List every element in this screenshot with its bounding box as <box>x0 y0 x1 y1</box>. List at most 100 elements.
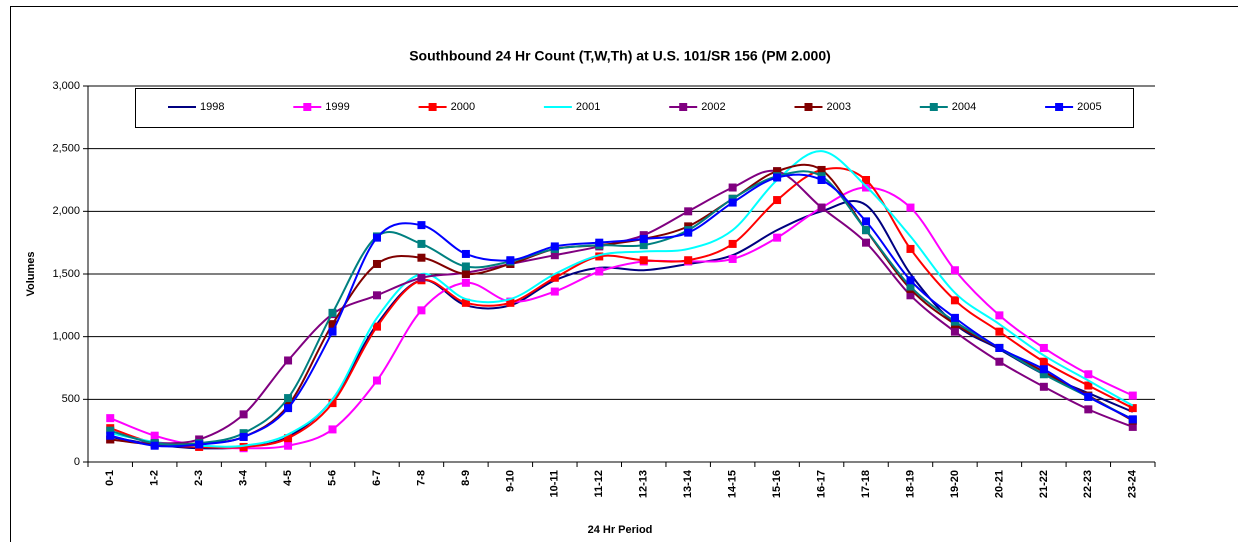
marker <box>862 226 871 235</box>
y-tick-label: 0 <box>74 456 80 468</box>
x-tick-label: 7-8 <box>415 470 427 486</box>
marker <box>550 251 559 260</box>
legend-label: 1999 <box>325 101 349 113</box>
x-tick-label: 10-11 <box>549 470 561 498</box>
chart-title: Southbound 24 Hr Count (T,W,Th) at U.S. … <box>409 48 831 64</box>
marker <box>817 203 826 212</box>
marker <box>595 238 604 247</box>
marker <box>1039 370 1048 379</box>
x-tick-label: 14-15 <box>727 470 739 498</box>
legend-marker <box>303 103 312 111</box>
marker <box>728 183 737 192</box>
legend-label: 2003 <box>827 101 851 113</box>
legend-label: 1998 <box>200 101 224 113</box>
marker <box>1039 382 1048 391</box>
marker <box>550 287 559 296</box>
marker <box>1084 405 1093 414</box>
marker <box>372 376 381 385</box>
marker <box>328 425 337 434</box>
legend-marker <box>428 103 437 111</box>
marker <box>284 434 293 443</box>
legend-label: 2004 <box>952 101 976 113</box>
marker <box>773 233 782 242</box>
series-line <box>110 150 1134 448</box>
x-tick-label: 2-3 <box>193 470 205 486</box>
marker <box>372 322 381 331</box>
marker <box>417 253 426 262</box>
x-tick-label: 5-6 <box>326 470 338 486</box>
legend-marker <box>679 103 688 111</box>
x-tick-label: 20-21 <box>993 470 1005 498</box>
y-tick-label: 1,000 <box>52 331 80 343</box>
x-tick-label: 23-24 <box>1127 469 1139 498</box>
marker <box>862 238 871 247</box>
x-tick-label: 0-1 <box>104 470 116 486</box>
marker <box>284 356 293 365</box>
x-tick-label: 18-19 <box>904 470 916 498</box>
marker <box>817 165 826 174</box>
marker <box>328 327 337 336</box>
marker <box>328 320 337 329</box>
marker <box>595 267 604 276</box>
x-tick-label: 6-7 <box>371 470 383 486</box>
legend-label: 2005 <box>1077 101 1101 113</box>
marker <box>239 442 248 451</box>
marker <box>106 426 115 435</box>
marker <box>106 414 115 423</box>
marker <box>995 343 1004 352</box>
marker <box>728 239 737 248</box>
marker <box>906 244 915 253</box>
marker <box>461 262 470 271</box>
marker <box>595 252 604 261</box>
marker <box>461 270 470 278</box>
marker <box>372 233 381 242</box>
marker <box>950 313 959 322</box>
marker <box>506 298 515 307</box>
marker <box>372 291 381 300</box>
marker <box>461 249 470 258</box>
marker <box>862 217 871 226</box>
legend: 1998 1999 2000 2001 2002 2003 2004 2005 <box>135 88 1134 128</box>
marker <box>995 327 1004 336</box>
legend-marker <box>929 103 938 111</box>
marker <box>906 276 915 285</box>
marker <box>1039 357 1048 366</box>
marker <box>150 431 159 440</box>
marker <box>639 234 648 243</box>
marker <box>862 176 871 184</box>
marker <box>1128 404 1137 413</box>
x-tick-label: 17-18 <box>860 470 872 498</box>
marker <box>728 198 737 207</box>
x-tick-label: 19-20 <box>949 470 961 498</box>
marker <box>417 273 426 282</box>
marker <box>239 410 248 419</box>
y-tick-label: 2,000 <box>52 205 80 217</box>
marker <box>284 394 293 403</box>
marker <box>550 242 559 251</box>
x-tick-label: 12-13 <box>638 470 650 498</box>
legend-marker <box>804 103 813 111</box>
x-tick-label: 4-5 <box>282 470 294 486</box>
marker <box>684 256 693 265</box>
x-tick-label: 9-10 <box>504 470 516 492</box>
marker <box>639 241 648 250</box>
marker <box>506 256 515 265</box>
marker <box>906 203 915 212</box>
marker <box>417 306 426 315</box>
marker <box>550 273 559 282</box>
y-tick-label: 500 <box>62 393 80 405</box>
marker <box>684 228 693 237</box>
marker <box>1084 381 1093 390</box>
x-tick-label: 11-12 <box>593 470 605 498</box>
marker <box>1084 392 1093 401</box>
marker <box>906 291 915 300</box>
marker <box>106 431 115 440</box>
x-tick-label: 22-23 <box>1082 470 1094 498</box>
x-tick-label: 15-16 <box>771 470 783 498</box>
marker <box>1128 415 1137 424</box>
legend-label: 2002 <box>701 101 725 113</box>
marker <box>372 259 381 268</box>
marker <box>906 282 915 291</box>
marker <box>195 440 204 449</box>
